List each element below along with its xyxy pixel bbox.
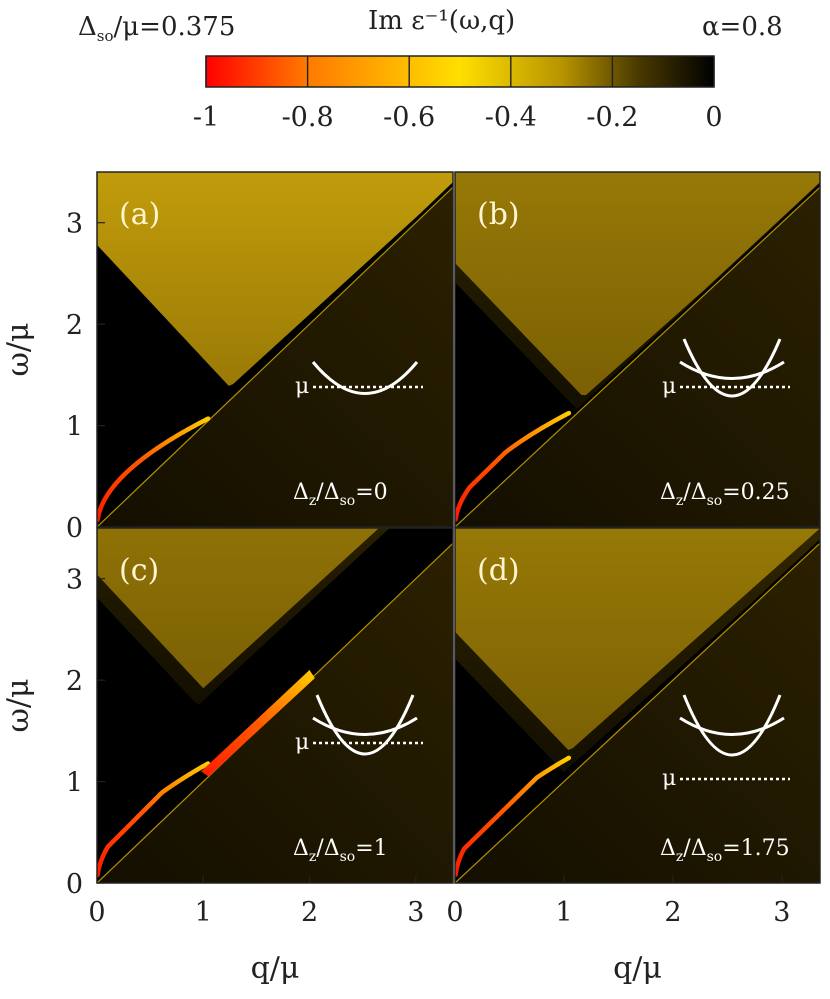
zeeman-ratio-label: Δz/Δso=0.25 bbox=[660, 480, 790, 509]
ratio-num-sub: z bbox=[309, 493, 316, 509]
light-cone-line bbox=[455, 186, 820, 527]
ratio-den-sub: so bbox=[707, 849, 723, 865]
band-inset: μ bbox=[662, 338, 790, 399]
y-tick-label: 3 bbox=[66, 209, 83, 240]
zeeman-ratio-label: Δz/Δso=1 bbox=[293, 836, 388, 865]
band-inset: μ bbox=[662, 694, 790, 791]
panel-frame bbox=[96, 527, 454, 884]
split-band-edge bbox=[97, 528, 390, 705]
upper-band-curve bbox=[312, 716, 418, 736]
y-axis-label: ω/μ bbox=[1, 678, 36, 732]
fermi-level-label: μ bbox=[662, 766, 676, 791]
y-tick-label: 0 bbox=[66, 513, 83, 544]
panel-d: (d) μ Δz/Δso=1.75 bbox=[454, 527, 821, 884]
colorbar-tick-label: -1 bbox=[193, 102, 219, 133]
lower-band-curve bbox=[315, 694, 415, 756]
ratio-den: /Δ bbox=[316, 836, 339, 861]
split-band-edge bbox=[455, 528, 820, 773]
damped-plasmon-strip bbox=[201, 670, 315, 777]
ratio-den-sub: so bbox=[340, 493, 356, 509]
plasmon-dispersion bbox=[97, 416, 211, 523]
ratio-value: =1 bbox=[355, 836, 387, 861]
plasmon-dispersion bbox=[455, 410, 572, 522]
light-cone-line bbox=[97, 186, 453, 527]
panel-label: (c) bbox=[119, 553, 159, 588]
alpha-parameter-label: α=0.8 bbox=[702, 12, 783, 42]
ratio-num: Δ bbox=[293, 480, 309, 505]
y-tick-label: 2 bbox=[66, 666, 83, 697]
upper-band-curve bbox=[679, 716, 785, 736]
panel-frame bbox=[454, 171, 821, 528]
y-tick-label: 0 bbox=[66, 869, 83, 900]
y-tick-label: 1 bbox=[66, 768, 83, 799]
fermi-level-label: μ bbox=[662, 374, 676, 399]
split-band-edge bbox=[455, 172, 820, 410]
colorbar-tick-label: -0.4 bbox=[485, 102, 537, 133]
colorbar-title: Im ε⁻¹(ω,q) bbox=[368, 6, 516, 36]
plasmon-dispersion bbox=[455, 755, 572, 877]
colorbar-tick-label: -0.2 bbox=[586, 102, 638, 133]
x-tick-label: 0 bbox=[446, 897, 463, 928]
ratio-den-sub: so bbox=[707, 493, 723, 509]
x-tick-label: 2 bbox=[664, 897, 681, 928]
upper-band-curve bbox=[311, 361, 419, 395]
panel-label: (a) bbox=[119, 197, 160, 232]
x-tick-label: 3 bbox=[773, 897, 790, 928]
fermi-level-label: μ bbox=[295, 374, 309, 399]
band-inset: μ bbox=[295, 361, 423, 399]
spin-orbit-parameter-label: Δso/μ=0.375 bbox=[78, 12, 236, 46]
ratio-value: =0.25 bbox=[722, 480, 789, 505]
ratio-den-sub: so bbox=[340, 849, 356, 865]
lower-band-curve bbox=[682, 338, 782, 398]
ratio-num-sub: z bbox=[676, 493, 683, 509]
light-cone-line bbox=[455, 542, 820, 883]
x-tick-label: 1 bbox=[195, 897, 212, 928]
ratio-value: =0 bbox=[355, 480, 387, 505]
x-tick-label: 0 bbox=[88, 897, 105, 928]
colorbar: -1 -0.8 -0.6 -0.4 -0.2 0 bbox=[193, 55, 723, 133]
plasmon-dispersion bbox=[97, 761, 211, 878]
zeeman-ratio-label: Δz/Δso=0 bbox=[293, 480, 388, 509]
panel-label: (b) bbox=[477, 197, 520, 232]
ratio-num: Δ bbox=[293, 836, 309, 861]
x-tick-label: 2 bbox=[301, 897, 318, 928]
upper-band-curve bbox=[679, 360, 785, 380]
x-tick-label: 3 bbox=[407, 897, 424, 928]
panel-b: (b) μ Δz/Δso=0.25 bbox=[454, 171, 821, 528]
ratio-den: /Δ bbox=[316, 480, 339, 505]
band-inset: μ bbox=[295, 694, 423, 756]
interband-continuum bbox=[97, 172, 453, 386]
fermi-level-label: μ bbox=[295, 730, 309, 755]
lower-band-curve bbox=[682, 694, 782, 757]
ratio-den: /Δ bbox=[683, 480, 706, 505]
panel-c: (c) μ Δz/Δso=1 bbox=[96, 527, 454, 884]
y-tick-label: 1 bbox=[66, 412, 83, 443]
ratio-num-sub: z bbox=[309, 849, 316, 865]
colorbar-tick-label: 0 bbox=[705, 102, 722, 133]
ratio-num: Δ bbox=[660, 836, 676, 861]
panel-frame bbox=[454, 527, 821, 884]
ratio-value: =1.75 bbox=[722, 836, 789, 861]
y-axis-label: ω/μ bbox=[1, 322, 36, 376]
ratio-num: Δ bbox=[660, 480, 676, 505]
colorbar-tick-label: -0.8 bbox=[282, 102, 334, 133]
y-tick-label: 2 bbox=[66, 310, 83, 341]
zeeman-ratio-label: Δz/Δso=1.75 bbox=[660, 836, 790, 865]
ratio-den: /Δ bbox=[683, 836, 706, 861]
x-tick-label: 1 bbox=[555, 897, 572, 928]
x-axis-label: q/μ bbox=[613, 951, 662, 986]
panel-label: (d) bbox=[477, 553, 520, 588]
x-axis-label: q/μ bbox=[251, 951, 300, 986]
colorbar-tick-label: -0.6 bbox=[383, 102, 435, 133]
colorbar-gradient bbox=[205, 55, 715, 88]
panel-frame bbox=[96, 171, 454, 528]
y-tick-label: 3 bbox=[66, 565, 83, 596]
ratio-num-sub: z bbox=[676, 849, 683, 865]
panel-a: (a) μ Δz/Δso=0 bbox=[96, 171, 454, 528]
